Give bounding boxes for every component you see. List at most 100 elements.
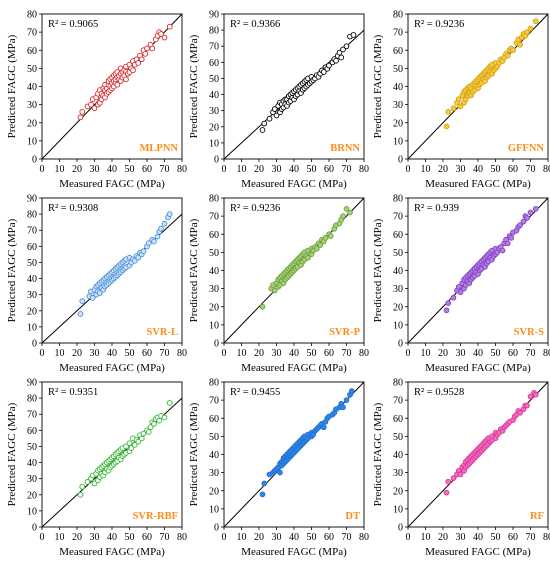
- y-tick-label: 60: [27, 46, 37, 57]
- y-tick-label: 80: [27, 210, 37, 221]
- data-point: [138, 56, 145, 63]
- data-point: [457, 289, 464, 296]
- data-point: [532, 18, 539, 25]
- data-point: [79, 483, 86, 490]
- y-tick-label: 30: [27, 474, 37, 485]
- y-tick-label: 60: [393, 46, 403, 57]
- x-tick-label: 10: [421, 164, 431, 175]
- x-axis-label: Measured FAGC (MPa): [425, 546, 531, 558]
- x-tick-label: 20: [254, 348, 264, 359]
- x-tick-label: 0: [406, 532, 411, 543]
- data-point: [508, 235, 515, 241]
- y-tick-label: 30: [27, 100, 37, 111]
- model-name-label: SVR-S: [514, 327, 545, 338]
- panel-svr-l: 0 10 20 30 40 50 60 70 80 0 10 20 30 40 50 60 70 80 90 Meas…: [6, 194, 187, 375]
- x-tick-label: 80: [543, 348, 550, 359]
- y-tick-label: 30: [209, 284, 219, 295]
- x-tick-label: 0: [40, 532, 45, 543]
- data-point: [340, 213, 346, 219]
- x-tick-label: 80: [177, 348, 187, 359]
- data-point: [443, 307, 450, 314]
- y-tick-label: 90: [27, 194, 37, 205]
- y-tick-label: 20: [209, 302, 219, 313]
- y-tick-label: 0: [214, 523, 219, 534]
- x-tick-label: 40: [289, 164, 299, 175]
- x-axis-label: Measured FAGC (MPa): [425, 362, 531, 374]
- x-axis-label: Measured FAGC (MPa): [59, 546, 165, 558]
- x-tick-label: 40: [473, 348, 483, 359]
- y-tick-label: 30: [209, 106, 219, 117]
- data-point: [145, 240, 152, 246]
- x-tick-label: 80: [359, 164, 369, 175]
- x-tick-label: 0: [40, 348, 45, 359]
- x-tick-label: 80: [543, 164, 550, 175]
- x-tick-label: 30: [272, 164, 282, 175]
- data-point: [88, 101, 94, 108]
- x-tick-label: 40: [107, 164, 117, 175]
- x-tick-label: 40: [289, 348, 299, 359]
- x-tick-label: 50: [125, 348, 135, 359]
- data-point: [504, 52, 511, 59]
- y-tick-label: 70: [393, 28, 403, 39]
- data-point: [443, 123, 450, 130]
- data-point: [532, 206, 539, 212]
- x-tick-label: 40: [107, 532, 117, 543]
- r-squared-label: R² = 0.9236: [230, 203, 280, 214]
- data-point: [156, 417, 163, 424]
- y-tick-label: 40: [209, 266, 219, 277]
- y-tick-label: 40: [27, 458, 37, 469]
- y-tick-label: 0: [214, 155, 219, 166]
- x-tick-label: 10: [237, 532, 247, 543]
- data-point: [450, 475, 457, 481]
- data-point: [161, 220, 168, 227]
- x-tick-label: 30: [272, 348, 282, 359]
- x-tick-label: 80: [177, 532, 187, 543]
- x-tick-label: 80: [359, 532, 369, 543]
- y-tick-label: 30: [393, 100, 403, 111]
- data-point: [317, 242, 324, 248]
- data-point: [277, 469, 283, 476]
- y-tick-label: 60: [209, 58, 219, 69]
- panel-svr-s: 0 10 20 30 40 50 60 70 80 0 10 20 30 40 50 60 70 80 Measur…: [372, 194, 550, 375]
- y-tick-label: 50: [393, 64, 403, 75]
- x-tick-label: 50: [125, 164, 135, 175]
- y-axis-label: Predicted FAGC (MPa): [188, 402, 200, 506]
- data-point: [266, 115, 273, 122]
- y-tick-label: 40: [393, 450, 403, 461]
- x-tick-label: 30: [90, 348, 100, 359]
- y-tick-label: 80: [393, 378, 403, 389]
- y-tick-label: 20: [393, 486, 403, 497]
- data-point: [457, 471, 464, 478]
- y-tick-label: 20: [209, 122, 219, 133]
- y-tick-label: 70: [27, 28, 37, 39]
- r-squared-label: R² = 0.9528: [414, 387, 464, 398]
- data-point: [259, 303, 266, 310]
- y-tick-label: 10: [27, 322, 37, 333]
- x-tick-label: 70: [160, 164, 170, 175]
- data-point: [343, 206, 350, 212]
- y-tick-label: 10: [209, 504, 219, 515]
- data-point: [340, 46, 346, 53]
- data-point: [114, 81, 121, 88]
- x-tick-label: 20: [438, 348, 448, 359]
- data-point: [320, 69, 327, 75]
- y-axis-label: Predicted FAGC (MPa): [6, 34, 18, 138]
- y-tick-label: 80: [393, 10, 403, 21]
- data-point: [457, 103, 464, 110]
- x-tick-label: 50: [307, 164, 317, 175]
- y-tick-label: 80: [27, 10, 37, 21]
- x-tick-label: 30: [90, 532, 100, 543]
- y-tick-label: 50: [27, 442, 37, 453]
- y-tick-label: 40: [27, 274, 37, 285]
- data-point: [77, 311, 84, 317]
- y-tick-label: 10: [393, 320, 403, 331]
- y-tick-label: 50: [209, 432, 219, 443]
- data-point: [158, 225, 164, 232]
- y-tick-label: 40: [393, 266, 403, 277]
- x-tick-label: 40: [473, 532, 483, 543]
- data-point: [338, 54, 345, 61]
- model-name-label: SVR-L: [146, 327, 178, 338]
- y-tick-label: 80: [393, 194, 403, 205]
- y-tick-label: 50: [393, 432, 403, 443]
- model-name-label: DT: [345, 511, 360, 522]
